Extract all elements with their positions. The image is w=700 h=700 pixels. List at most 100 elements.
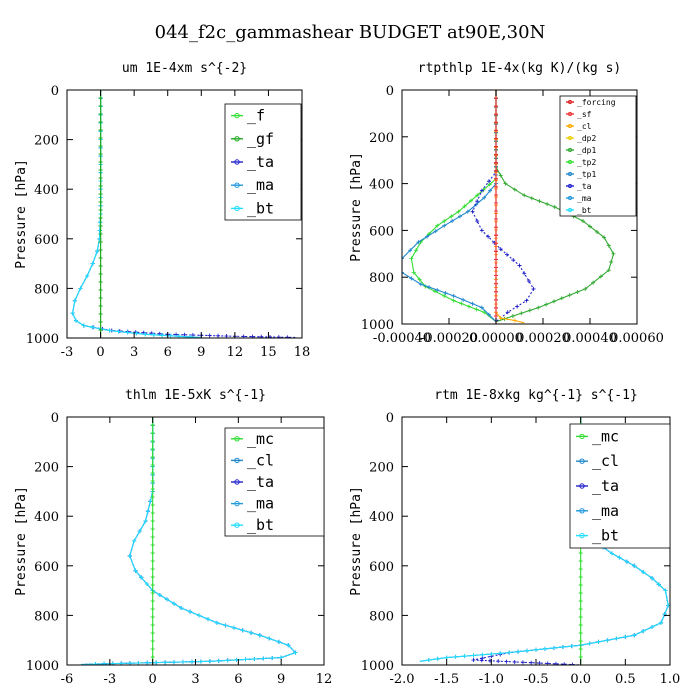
series-marker bbox=[102, 661, 107, 665]
legend-marker bbox=[234, 136, 240, 142]
y-tick-label: 600 bbox=[369, 560, 394, 575]
series-marker bbox=[98, 168, 103, 172]
series-marker bbox=[606, 268, 611, 273]
legend-entry: _forcing bbox=[577, 98, 616, 107]
series-marker bbox=[553, 661, 558, 665]
panel-title: thlm 1E-5xK s^{-1} bbox=[125, 388, 266, 403]
series-marker bbox=[98, 104, 103, 108]
series-marker bbox=[442, 293, 447, 298]
series-marker bbox=[602, 235, 607, 240]
series-marker bbox=[641, 629, 646, 634]
series-marker bbox=[417, 277, 422, 282]
legend-entry: _sf bbox=[577, 110, 592, 119]
series-marker bbox=[494, 249, 498, 254]
legend-marker bbox=[234, 112, 240, 119]
series-marker bbox=[435, 656, 440, 661]
series-line-cl bbox=[495, 90, 525, 324]
series-line-tp1 bbox=[402, 90, 497, 323]
legend: _mc _cl _ta _ma _bt bbox=[224, 427, 325, 537]
series-marker bbox=[486, 179, 491, 184]
series-marker bbox=[470, 301, 475, 306]
series-marker bbox=[526, 279, 531, 284]
series-marker bbox=[150, 503, 155, 507]
series-marker bbox=[524, 298, 529, 303]
series-marker bbox=[459, 301, 464, 306]
series-marker bbox=[270, 656, 275, 661]
y-tick-label: 400 bbox=[34, 183, 59, 198]
series-marker bbox=[157, 592, 162, 597]
panel-title: rtpthlp 1E-4x(kg K)/(kg s) bbox=[418, 61, 622, 76]
legend-entry: _ta bbox=[577, 182, 592, 191]
series-marker bbox=[150, 535, 155, 539]
series-marker bbox=[416, 240, 421, 245]
series-marker bbox=[72, 298, 77, 303]
series-marker bbox=[98, 192, 103, 196]
series-marker bbox=[512, 659, 517, 664]
series-marker bbox=[578, 559, 583, 563]
legend-entry: _bt bbox=[247, 199, 274, 217]
series-marker bbox=[569, 644, 574, 649]
series-marker bbox=[132, 539, 137, 543]
series-marker bbox=[578, 599, 583, 603]
series-marker bbox=[468, 198, 473, 203]
series-marker bbox=[133, 568, 138, 573]
series-marker bbox=[578, 567, 583, 571]
x-tick-label: -0.5 bbox=[523, 672, 548, 687]
x-tick-label: -1.0 bbox=[479, 672, 504, 687]
legend-marker bbox=[234, 479, 240, 485]
series-marker bbox=[150, 487, 155, 491]
x-tick-label: 0.00060 bbox=[610, 331, 664, 346]
y-tick-label: 600 bbox=[34, 560, 59, 575]
series-marker bbox=[471, 653, 476, 658]
legend-marker bbox=[234, 159, 240, 165]
series-marker bbox=[285, 335, 290, 338]
series-marker bbox=[116, 329, 121, 334]
series-marker bbox=[544, 302, 549, 307]
legend-entry: _ta bbox=[592, 477, 619, 495]
series-marker bbox=[480, 652, 485, 657]
series-marker bbox=[172, 601, 177, 606]
series-marker bbox=[98, 184, 103, 188]
series-marker bbox=[494, 120, 498, 125]
x-tick-label: 9 bbox=[277, 672, 285, 687]
series-marker bbox=[498, 247, 503, 252]
series-marker bbox=[127, 553, 132, 558]
series-marker bbox=[494, 289, 498, 294]
series-marker bbox=[512, 187, 517, 192]
series-marker bbox=[261, 656, 266, 661]
series-marker bbox=[494, 128, 498, 133]
series-marker bbox=[494, 168, 498, 173]
series-marker bbox=[551, 645, 556, 650]
series-marker bbox=[475, 193, 480, 198]
y-tick-label: 0 bbox=[51, 411, 59, 426]
series-marker bbox=[479, 658, 484, 663]
series-marker bbox=[505, 310, 510, 315]
series-marker bbox=[98, 232, 103, 236]
series-marker bbox=[527, 308, 532, 313]
series-marker bbox=[150, 519, 155, 523]
series-marker bbox=[494, 192, 498, 197]
series-marker bbox=[214, 620, 219, 625]
x-tick-label: -6 bbox=[61, 672, 74, 687]
legend-marker bbox=[579, 458, 585, 464]
series-marker bbox=[143, 332, 148, 337]
series-marker bbox=[617, 555, 622, 560]
legend-marker bbox=[579, 483, 585, 489]
legend-entry: _gf bbox=[247, 130, 274, 148]
x-tick-label: -3 bbox=[61, 345, 74, 360]
series-marker bbox=[98, 288, 103, 292]
series-marker bbox=[461, 297, 466, 302]
series-marker bbox=[578, 639, 583, 643]
series-marker bbox=[98, 248, 103, 252]
series-marker bbox=[150, 511, 155, 515]
series-marker bbox=[511, 258, 516, 263]
y-tick-label: 600 bbox=[34, 233, 59, 248]
legend-entry: _cl bbox=[247, 451, 274, 469]
x-tick-label: 0.00040 bbox=[563, 331, 617, 346]
series-marker bbox=[494, 160, 498, 165]
x-tick-label: 3 bbox=[130, 345, 138, 360]
legend-marker bbox=[567, 207, 573, 213]
series-marker bbox=[107, 328, 112, 333]
series-marker bbox=[623, 634, 628, 639]
x-tick-label: 12 bbox=[316, 672, 333, 687]
